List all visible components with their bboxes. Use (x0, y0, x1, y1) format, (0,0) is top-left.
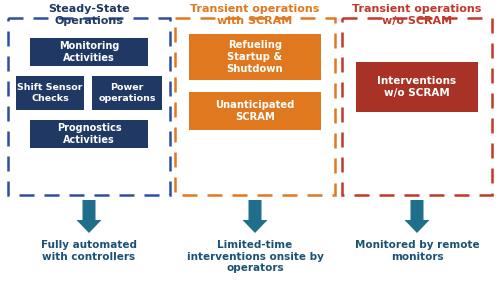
Bar (8, 18, 170, 195)
Text: Power
operations: Power operations (98, 83, 156, 103)
Bar (189, 34, 321, 80)
Text: Unanticipated
SCRAM: Unanticipated SCRAM (216, 100, 294, 122)
Polygon shape (76, 200, 102, 233)
Bar (189, 92, 321, 130)
Bar (175, 18, 335, 195)
Bar (342, 18, 492, 195)
Bar (30, 120, 148, 148)
Text: Refueling
Startup &
Shutdown: Refueling Startup & Shutdown (226, 41, 283, 74)
Bar (30, 38, 148, 66)
Text: Limited-time
interventions onsite by
operators: Limited-time interventions onsite by ope… (186, 240, 324, 273)
Polygon shape (242, 200, 268, 233)
Text: Transient operations
with SCRAM: Transient operations with SCRAM (190, 4, 320, 26)
Polygon shape (404, 200, 429, 233)
Text: Monitoring
Activities: Monitoring Activities (59, 41, 119, 63)
Text: Prognostics
Activities: Prognostics Activities (56, 123, 122, 145)
Text: Monitored by remote
monitors: Monitored by remote monitors (354, 240, 480, 262)
Bar (16, 76, 84, 110)
Text: Transient operations
w/o SCRAM: Transient operations w/o SCRAM (352, 4, 482, 26)
Bar (92, 76, 162, 110)
Bar (356, 62, 478, 112)
Text: Shift Sensor
Checks: Shift Sensor Checks (17, 83, 83, 103)
Text: Steady-State
Operations: Steady-State Operations (48, 4, 130, 26)
Text: Interventions
w/o SCRAM: Interventions w/o SCRAM (378, 76, 456, 98)
Text: Fully automated
with controllers: Fully automated with controllers (41, 240, 137, 262)
